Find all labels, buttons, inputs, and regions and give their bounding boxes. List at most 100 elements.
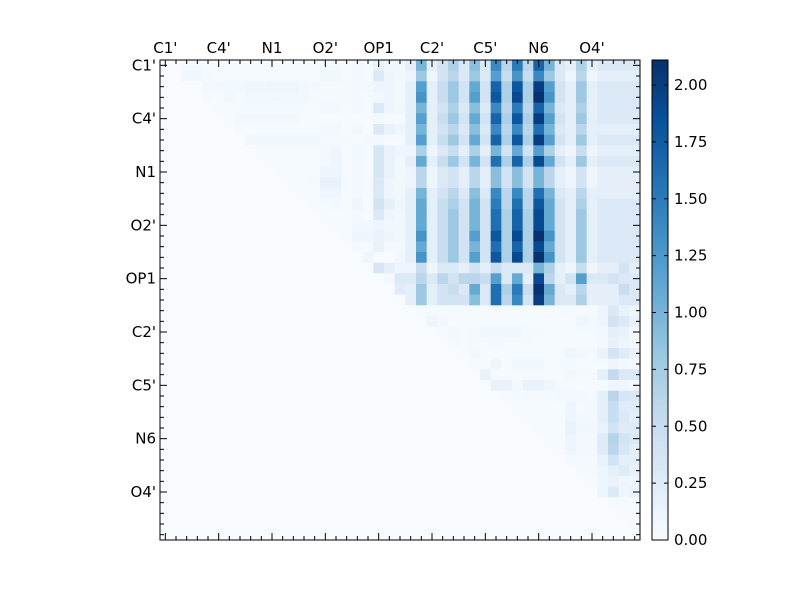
heatmap-cell xyxy=(181,262,193,274)
heatmap-cell xyxy=(394,454,406,466)
heatmap-cell xyxy=(629,358,641,370)
heatmap-cell xyxy=(202,220,214,232)
heatmap-cell xyxy=(426,220,438,232)
heatmap-cell xyxy=(245,230,257,242)
heatmap-cell xyxy=(618,497,630,509)
heatmap-cell xyxy=(512,508,524,520)
heatmap-cell xyxy=(352,369,364,381)
heatmap-cell xyxy=(362,465,374,477)
heatmap-cell xyxy=(266,401,278,413)
heatmap-cell xyxy=(192,102,204,114)
heatmap-cell xyxy=(576,422,588,434)
heatmap-cell xyxy=(384,508,396,520)
heatmap-cell xyxy=(501,273,513,285)
heatmap-cell xyxy=(416,476,428,488)
heatmap-cell xyxy=(288,433,300,445)
heatmap-cell xyxy=(256,316,268,328)
heatmap-cell xyxy=(160,177,172,189)
heatmap-cell xyxy=(512,124,524,136)
heatmap-cell xyxy=(426,81,438,93)
heatmap-cell xyxy=(565,412,577,424)
heatmap-cell xyxy=(618,209,630,221)
heatmap-cell xyxy=(501,220,513,232)
heatmap-cell xyxy=(202,81,214,93)
heatmap-cell xyxy=(416,166,428,178)
heatmap-cell xyxy=(224,81,236,93)
heatmap-cell xyxy=(234,145,246,157)
heatmap-cell xyxy=(192,486,204,498)
heatmap-cell xyxy=(341,177,353,189)
heatmap-cell xyxy=(597,486,609,498)
heatmap-cell xyxy=(437,476,449,488)
heatmap-cell xyxy=(362,70,374,82)
heatmap-cell xyxy=(341,241,353,253)
heatmap-cell xyxy=(501,102,513,114)
heatmap-cell xyxy=(213,177,225,189)
heatmap-cell xyxy=(512,444,524,456)
heatmap-cell xyxy=(256,102,268,114)
heatmap-cell xyxy=(224,145,236,157)
heatmap-cell xyxy=(405,124,417,136)
heatmap-cell xyxy=(224,358,236,370)
heatmap-cell xyxy=(256,262,268,274)
heatmap-cell xyxy=(608,508,620,520)
heatmap-cell xyxy=(533,508,545,520)
heatmap-cell xyxy=(586,401,598,413)
heatmap-cell xyxy=(256,241,268,253)
heatmap-cell xyxy=(501,134,513,146)
heatmap-cell xyxy=(320,70,332,82)
heatmap-cell xyxy=(330,518,342,530)
heatmap-cell xyxy=(608,348,620,360)
heatmap-cell xyxy=(245,209,257,221)
heatmap-cell xyxy=(490,486,502,498)
heatmap-cell xyxy=(298,476,310,488)
heatmap-cell xyxy=(234,444,246,456)
heatmap-cell xyxy=(544,262,556,274)
heatmap-cell xyxy=(437,113,449,125)
heatmap-cell xyxy=(277,358,289,370)
heatmap-cell xyxy=(565,348,577,360)
heatmap-cell xyxy=(480,70,492,82)
heatmap-cell xyxy=(352,102,364,114)
heatmap-cell xyxy=(320,273,332,285)
heatmap-cell xyxy=(192,188,204,200)
heatmap-cell xyxy=(160,454,172,466)
heatmap-cell xyxy=(234,497,246,509)
heatmap-cell xyxy=(373,166,385,178)
heatmap-cell xyxy=(341,60,353,72)
heatmap-cell xyxy=(522,390,534,402)
heatmap-cell xyxy=(512,188,524,200)
heatmap-cell xyxy=(405,433,417,445)
heatmap-cell xyxy=(373,145,385,157)
heatmap-cell xyxy=(608,81,620,93)
y-tick-label: C1' xyxy=(132,56,156,74)
heatmap-cell xyxy=(309,497,321,509)
heatmap-cell xyxy=(362,145,374,157)
heatmap-cell xyxy=(458,177,470,189)
heatmap-cell xyxy=(522,486,534,498)
heatmap-cell xyxy=(490,337,502,349)
heatmap-cell xyxy=(501,326,513,338)
heatmap-cell xyxy=(192,156,204,168)
heatmap-cell xyxy=(320,305,332,317)
heatmap-cell xyxy=(469,369,481,381)
heatmap-cell xyxy=(608,113,620,125)
heatmap-cell xyxy=(618,465,630,477)
heatmap-cell xyxy=(192,81,204,93)
heatmap-cell xyxy=(160,241,172,253)
heatmap-cell xyxy=(181,348,193,360)
heatmap-cell xyxy=(469,358,481,370)
heatmap-cell xyxy=(288,422,300,434)
heatmap-cell xyxy=(512,70,524,82)
heatmap-cell xyxy=(181,454,193,466)
heatmap-cell xyxy=(469,241,481,253)
heatmap-cell xyxy=(170,433,182,445)
heatmap-cell xyxy=(213,209,225,221)
heatmap-cell xyxy=(341,508,353,520)
y-tick-label: O4' xyxy=(131,483,156,501)
heatmap-cell xyxy=(277,92,289,104)
heatmap-cell xyxy=(245,198,257,210)
heatmap-cell xyxy=(469,156,481,168)
heatmap-cell xyxy=(586,497,598,509)
heatmap-cell xyxy=(256,70,268,82)
